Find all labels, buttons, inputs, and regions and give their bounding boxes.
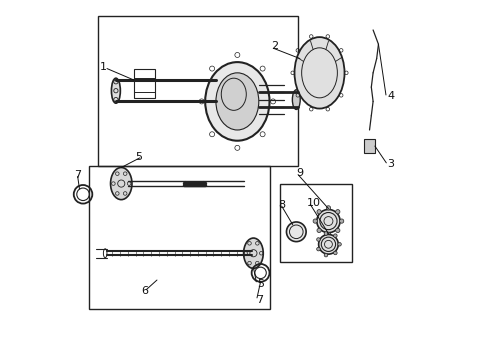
Text: 2: 2 bbox=[271, 41, 278, 51]
Text: 5: 5 bbox=[257, 279, 264, 289]
Ellipse shape bbox=[205, 62, 269, 141]
Circle shape bbox=[335, 210, 339, 214]
Text: 10: 10 bbox=[306, 198, 320, 208]
Circle shape bbox=[339, 219, 343, 223]
Bar bbox=[134, 69, 155, 98]
Circle shape bbox=[335, 228, 339, 233]
Ellipse shape bbox=[110, 167, 132, 200]
Circle shape bbox=[324, 253, 327, 257]
Text: 4: 4 bbox=[386, 91, 394, 101]
Text: 7: 7 bbox=[255, 295, 263, 305]
Ellipse shape bbox=[111, 78, 120, 103]
Circle shape bbox=[312, 219, 317, 223]
Ellipse shape bbox=[243, 238, 263, 269]
Bar bbox=[364, 139, 374, 153]
Text: 9: 9 bbox=[296, 168, 303, 178]
Circle shape bbox=[316, 247, 320, 251]
Circle shape bbox=[324, 232, 327, 235]
Bar bbox=[98, 16, 298, 166]
Text: 7: 7 bbox=[74, 170, 81, 180]
Text: 5: 5 bbox=[135, 152, 142, 162]
Text: 3: 3 bbox=[386, 159, 394, 169]
Text: 1: 1 bbox=[100, 63, 106, 72]
Circle shape bbox=[316, 228, 321, 233]
Circle shape bbox=[316, 238, 320, 241]
Bar bbox=[280, 184, 351, 262]
Text: 6: 6 bbox=[141, 286, 147, 296]
Ellipse shape bbox=[292, 90, 300, 109]
Ellipse shape bbox=[216, 73, 258, 130]
Ellipse shape bbox=[286, 222, 305, 242]
Ellipse shape bbox=[318, 234, 338, 254]
Circle shape bbox=[333, 234, 336, 238]
Bar bbox=[89, 166, 269, 309]
Text: 8: 8 bbox=[278, 200, 285, 210]
Circle shape bbox=[325, 232, 330, 237]
Circle shape bbox=[325, 206, 330, 210]
Circle shape bbox=[316, 210, 321, 214]
Circle shape bbox=[333, 251, 336, 255]
Circle shape bbox=[337, 243, 341, 246]
Ellipse shape bbox=[316, 210, 339, 233]
Ellipse shape bbox=[294, 37, 344, 109]
